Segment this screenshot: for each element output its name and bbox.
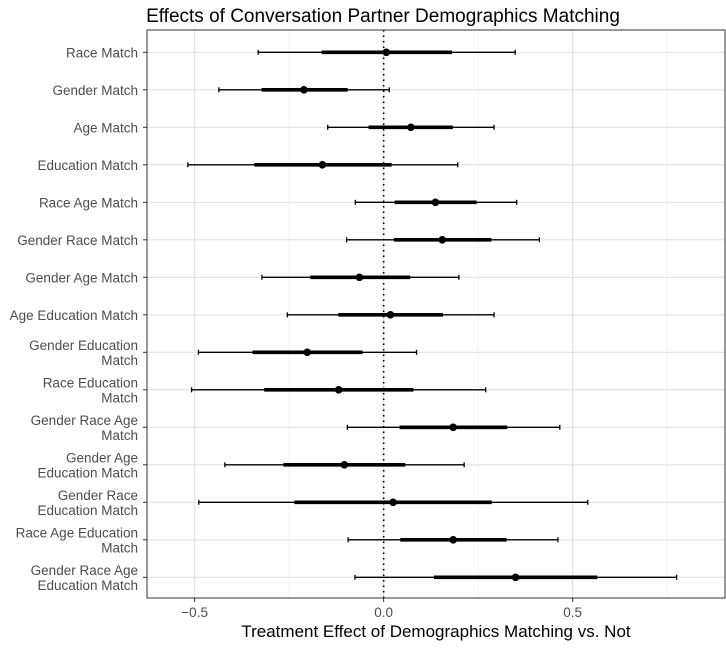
x-tick-label: 0.0 — [374, 605, 393, 620]
point-estimate — [389, 498, 397, 507]
x-tick-label: −0.5 — [181, 605, 208, 620]
y-tick-label-line: Gender Race — [58, 488, 138, 503]
y-tick-label-line: Race Education — [43, 375, 138, 390]
point-estimate — [438, 236, 447, 244]
y-tick-label-line: Gender Age — [66, 450, 138, 465]
plot-marks — [187, 30, 678, 598]
y-tick-label: Race Match — [66, 45, 138, 60]
y-tick-label: Age Match — [73, 120, 138, 135]
x-axis-label: Treatment Effect of Demographics Matchin… — [241, 622, 631, 641]
y-tick-label-line: Race Age Match — [39, 195, 138, 210]
y-tick-label-line: Gender Age Match — [25, 270, 138, 285]
coefficient-row — [257, 48, 516, 57]
point-estimate — [300, 86, 308, 94]
x-axis: −0.5 0.0 0.5 — [181, 598, 582, 620]
point-estimate — [386, 311, 395, 319]
point-estimate — [318, 161, 327, 169]
coefficient-row — [197, 348, 418, 357]
y-tick-label-line: Gender Race Age — [31, 563, 138, 578]
y-tick-label: Gender Race Age Match — [31, 413, 138, 443]
point-estimate — [449, 423, 458, 432]
coefficient-row — [286, 311, 495, 319]
y-tick-label-line: Race Age Education — [16, 525, 138, 540]
coefficient-row — [354, 198, 518, 207]
point-estimate — [382, 48, 391, 57]
coefficient-row — [345, 236, 541, 244]
y-tick-label: Gender Education Match — [29, 338, 138, 368]
y-tick-label: Gender Race Match — [17, 233, 138, 248]
y-tick-label-line: Age Match — [73, 120, 138, 135]
y-tick-label: Gender Race Age Education Match — [31, 563, 138, 593]
coefficient-row — [347, 536, 559, 544]
y-tick-label-line: Education Match — [37, 578, 138, 593]
coefficient-row — [187, 161, 459, 169]
y-tick-label: Race Age Education Match — [16, 525, 138, 555]
coefficient-row — [327, 123, 495, 132]
point-estimate — [431, 198, 440, 207]
y-tick-label-line: Gender Match — [52, 83, 138, 98]
point-estimate — [355, 273, 364, 282]
point-estimate — [511, 573, 520, 582]
coefficient-row — [218, 86, 390, 94]
panel-border — [146, 29, 726, 599]
y-tick-label-line: Match — [101, 428, 138, 443]
y-tick-label: Gender Match — [52, 83, 138, 98]
x-tick-label: 0.5 — [563, 605, 582, 620]
y-tick-label: Education Match — [37, 158, 138, 173]
coefficient-row — [198, 498, 589, 507]
coefficient-row — [354, 573, 678, 582]
coefficient-row — [346, 423, 561, 432]
y-tick-label-line: Match — [101, 390, 138, 405]
y-tick-label-line: Gender Race Match — [17, 233, 138, 248]
y-tick-label: Gender Age Education Match — [37, 450, 138, 480]
y-tick-label-line: Education Match — [37, 158, 138, 173]
coefficient-row — [190, 386, 487, 394]
y-tick-label: Race Age Match — [39, 195, 138, 210]
y-tick-label: Gender Age Match — [25, 270, 138, 285]
y-tick-label: Race Education Match — [43, 375, 138, 405]
y-tick-label-line: Education Match — [37, 465, 138, 480]
y-tick-label-line: Match — [101, 540, 138, 555]
y-tick-label-line: Age Education Match — [10, 308, 138, 323]
y-tick-label: Age Education Match — [10, 308, 138, 323]
y-tick-label-line: Gender Race Age — [31, 413, 138, 428]
point-estimate — [340, 461, 349, 469]
point-estimate — [334, 386, 343, 394]
y-tick-label-line: Gender Education — [29, 338, 138, 353]
y-tick-label-line: Education Match — [37, 503, 138, 518]
point-estimate — [303, 348, 312, 357]
y-tick-label-line: Race Match — [66, 45, 138, 60]
y-tick-label: Gender Race Education Match — [37, 488, 138, 518]
chart-title: Effects of Conversation Partner Demograp… — [146, 6, 620, 27]
coefficient-row — [224, 461, 465, 469]
y-tick-label-line: Match — [101, 353, 138, 368]
point-estimate — [449, 536, 458, 544]
y-axis: Race Match Gender Match Age Match Education… — [10, 45, 147, 593]
point-estimate — [407, 123, 415, 132]
coefficient-row — [261, 273, 460, 282]
